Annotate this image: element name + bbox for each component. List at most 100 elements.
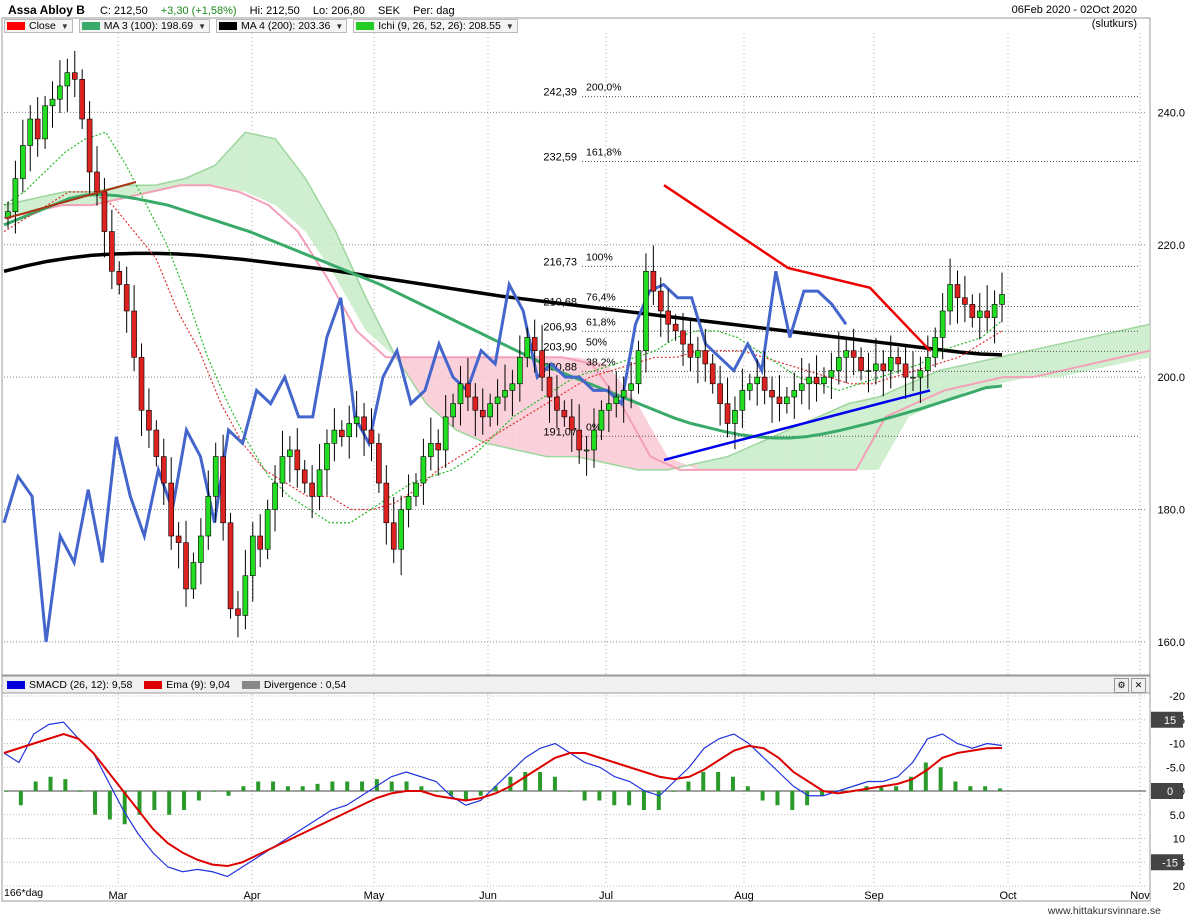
candle-body: [665, 310, 671, 325]
legend-ema-swatch: [144, 681, 163, 689]
legend-smacd-label: SMACD (26, 12): 9,58: [29, 679, 133, 691]
x-tick-label-Aug: Aug: [734, 890, 754, 902]
legend-smacd[interactable]: SMACD (26, 12): 9,58: [4, 678, 135, 692]
divergence-bar: [656, 791, 661, 810]
candle-body: [991, 304, 998, 318]
candle-body: [554, 396, 560, 411]
candle-body: [798, 383, 805, 391]
fib-value: 203,90: [543, 341, 577, 353]
ichi-cloud-segment: [184, 165, 216, 186]
divergence-bar: [538, 772, 543, 791]
fib-percent: 76,4%: [586, 291, 616, 303]
ichi-kijun-line: [3, 191, 1003, 511]
candle-body: [405, 495, 412, 510]
candle-body: [57, 85, 63, 100]
candle-body: [220, 456, 226, 524]
fib-percent: 200,0%: [586, 82, 622, 94]
candle-body: [828, 370, 835, 378]
candle-body: [591, 429, 597, 451]
candle-body: [450, 403, 456, 418]
candle-body: [435, 443, 442, 451]
fib-value: 232,59: [543, 151, 577, 163]
macd-level-text: 0: [1167, 786, 1173, 798]
currency: SEK: [377, 5, 400, 17]
legend-ma100[interactable]: MA 3 (100): 198.69 ▼: [78, 19, 211, 33]
ichi-tenkan-line: [3, 131, 1003, 524]
candle-body: [34, 118, 41, 140]
candle-body: [910, 376, 916, 379]
ichi-cloud-segment: [305, 178, 336, 278]
candle-body: [509, 383, 516, 391]
candle-body: [606, 403, 612, 411]
candle-body: [331, 429, 338, 444]
ichi-cloud-segment: [546, 357, 577, 457]
ma100-line: [3, 192, 1003, 440]
candle-body: [754, 376, 761, 385]
legend-divergence[interactable]: Divergence : 0,54: [239, 678, 349, 692]
candle-body: [64, 72, 71, 87]
candle-body: [724, 403, 731, 424]
candle-body: [175, 535, 182, 543]
divergence-bar: [775, 791, 780, 806]
legend-ma200[interactable]: MA 4 (200): 203.36 ▼: [216, 19, 348, 33]
candle-body: [457, 383, 464, 404]
candle-body: [650, 270, 657, 292]
candle-body: [695, 350, 701, 358]
divergence-bar: [389, 781, 394, 791]
ichi-cloud-segment: [245, 132, 276, 206]
ichi-cloud-segment: [999, 350, 1030, 384]
candle-body: [806, 376, 812, 385]
candle-body: [843, 350, 850, 358]
candle-body: [999, 294, 1005, 305]
candle-body: [442, 416, 449, 451]
fib-percent: 100%: [586, 251, 613, 263]
close-icon[interactable]: ✕: [1131, 678, 1146, 693]
candle-body: [813, 376, 820, 385]
legend-close-label: Close: [29, 20, 56, 32]
legend-close[interactable]: Close ▼: [4, 19, 73, 33]
divergence-bar: [730, 776, 735, 791]
legend-ichi[interactable]: Ichi (9, 26, 52, 26): 208.55 ▼: [353, 19, 518, 33]
candle-body: [339, 429, 345, 438]
fib-percent: 38,2%: [586, 356, 616, 368]
divergence-bar: [449, 791, 454, 796]
divergence-bar: [196, 791, 201, 801]
divergence-bar: [419, 786, 424, 791]
legend-ema[interactable]: Ema (9): 9,04: [141, 678, 233, 692]
divergence-bar: [582, 791, 587, 801]
divergence-bar: [330, 781, 335, 791]
divergence-bar: [434, 791, 439, 792]
ichi-cloud-segment: [697, 456, 728, 470]
candle-body: [235, 608, 241, 616]
candle-body: [420, 456, 427, 484]
divergence-bar: [953, 781, 958, 791]
candle-body: [858, 357, 864, 371]
wrench-icon[interactable]: ⚙: [1114, 678, 1129, 693]
candle-body: [895, 357, 901, 365]
ichi-cloud-segment: [1119, 324, 1150, 364]
chevron-down-icon: ▼: [198, 21, 207, 31]
candle-body: [628, 383, 634, 391]
candle-body: [717, 383, 723, 404]
candle-body: [361, 416, 367, 431]
legend-divergence-swatch: [241, 681, 260, 689]
candle-body: [376, 443, 382, 484]
macd-y-tick-label: -10: [1169, 739, 1185, 751]
smacd-line: [3, 721, 1003, 878]
candle-body: [969, 304, 976, 318]
candle-body: [925, 357, 931, 371]
divergence-bar: [4, 791, 8, 792]
candle-body: [976, 310, 983, 318]
legend-smacd-swatch: [7, 681, 25, 689]
ichi-cloud-segment: [757, 430, 789, 470]
candle-body: [561, 409, 568, 418]
candle-body: [917, 370, 924, 378]
divergence-bar: [612, 791, 617, 806]
macd-level-tag: [1151, 711, 1183, 728]
y-tick-label-200: 200.0: [1157, 372, 1185, 384]
divergence-bar: [122, 791, 127, 825]
candle-body: [383, 482, 390, 524]
change-value: +3,30 (+1,58%): [160, 5, 237, 17]
candle-body: [324, 443, 330, 471]
candle-body: [635, 350, 642, 385]
